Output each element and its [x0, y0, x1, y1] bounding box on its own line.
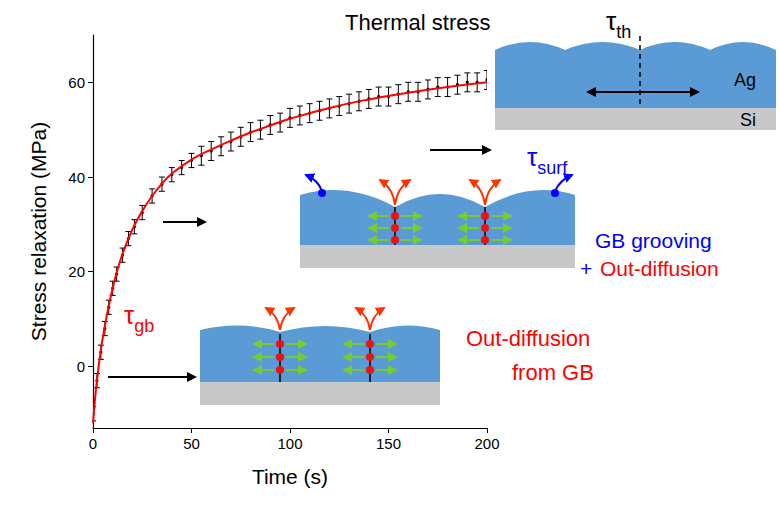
- svg-text:Thermal stress: Thermal stress: [345, 10, 490, 35]
- svg-text:GB grooving: GB grooving: [595, 229, 712, 252]
- svg-text:τsurf: τsurf: [527, 142, 568, 178]
- svg-text:from GB: from GB: [512, 360, 594, 385]
- svg-text:50: 50: [183, 435, 200, 452]
- svg-text:100: 100: [277, 435, 302, 452]
- svg-text:Stress relaxation (MPa): Stress relaxation (MPa): [27, 122, 50, 341]
- svg-text:60: 60: [68, 74, 85, 91]
- svg-text:τgb: τgb: [124, 300, 154, 336]
- svg-text:0: 0: [77, 358, 85, 375]
- svg-text:200: 200: [474, 435, 499, 452]
- svg-text:0: 0: [89, 435, 97, 452]
- svg-text:Out-diffusion: Out-diffusion: [600, 257, 719, 280]
- svg-text:40: 40: [68, 169, 85, 186]
- svg-text:+: +: [580, 257, 592, 280]
- svg-text:τth: τth: [606, 6, 631, 42]
- svg-text:Out-diffusion: Out-diffusion: [466, 326, 590, 351]
- svg-text:Time (s): Time (s): [252, 465, 328, 488]
- svg-text:Si: Si: [740, 110, 756, 130]
- svg-text:20: 20: [68, 263, 85, 280]
- svg-text:Ag: Ag: [734, 70, 756, 90]
- svg-text:150: 150: [376, 435, 401, 452]
